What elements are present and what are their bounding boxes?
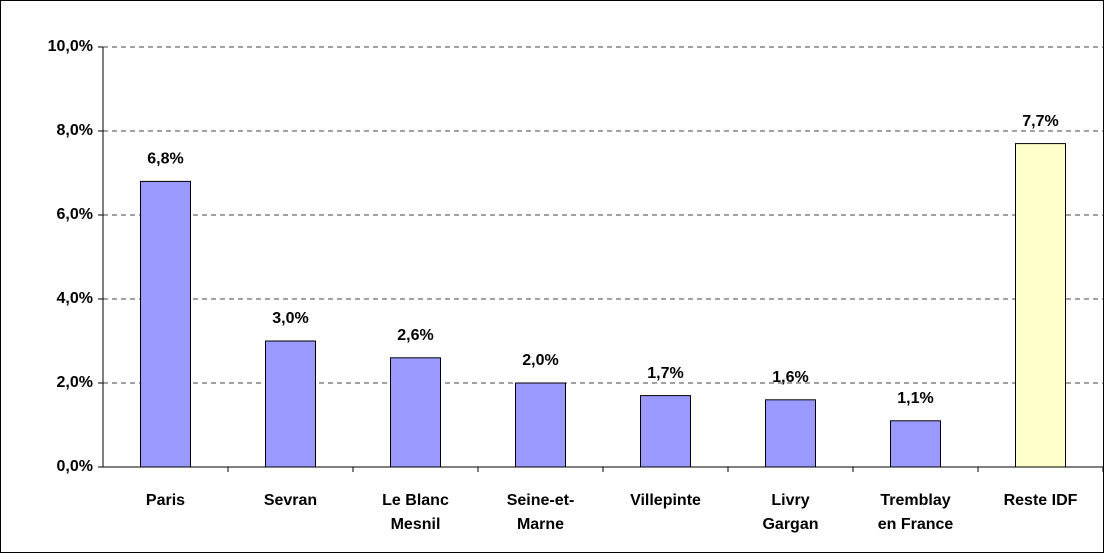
x-tick-label: Villepinte [630,492,701,509]
x-tick-label: Livry Gargan [762,492,818,533]
x-tick-label: Le Blanc Mesnil [382,492,449,533]
x-tick-label: Reste IDF [1004,492,1078,509]
x-tick-label: Paris [146,492,185,509]
bar [390,357,441,468]
y-tick-label: 0,0% [57,458,93,475]
x-tick-label: Tremblay en France [878,492,954,533]
bar [140,180,191,468]
bar [640,395,691,468]
data-label: 2,6% [397,327,433,344]
x-tick-label: Sevran [264,492,317,509]
y-tick-label: 6,0% [57,206,93,223]
data-label: 2,0% [522,352,558,369]
data-label: 7,7% [1022,113,1058,130]
y-tick-label: 10,0% [48,38,93,55]
bar [1015,143,1066,468]
x-tick-label: Seine-et-Marne [507,492,575,533]
data-label: 6,8% [147,151,183,168]
data-label: 3,0% [272,310,308,327]
y-tick-label: 8,0% [57,122,93,139]
bar [765,399,816,468]
data-label: 1,6% [772,369,808,386]
y-tick-label: 2,0% [57,374,93,391]
data-label: 1,7% [647,365,683,382]
bar [890,420,941,468]
y-tick-label: 4,0% [57,290,93,307]
data-label: 1,1% [897,390,933,407]
bar [265,340,316,468]
bar [515,382,566,468]
